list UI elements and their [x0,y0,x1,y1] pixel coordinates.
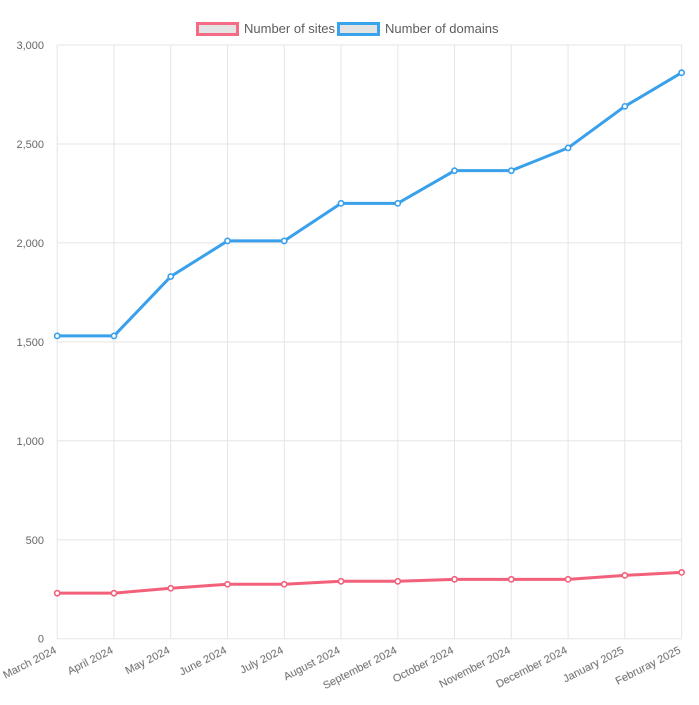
svg-text:May 2024: May 2024 [124,645,172,678]
svg-text:2,500: 2,500 [16,139,44,151]
svg-text:500: 500 [26,535,44,547]
svg-text:2,000: 2,000 [16,238,44,250]
svg-text:3,000: 3,000 [16,40,44,52]
svg-text:June 2024: June 2024 [178,645,229,679]
svg-text:July 2024: July 2024 [238,645,285,677]
svg-text:1,000: 1,000 [16,436,44,448]
svg-text:April 2024: April 2024 [66,645,116,678]
svg-text:March 2024: March 2024 [1,645,58,682]
svg-text:Februray 2025: Februray 2025 [614,645,683,688]
svg-text:0: 0 [38,634,44,646]
svg-text:1,500: 1,500 [16,337,44,349]
